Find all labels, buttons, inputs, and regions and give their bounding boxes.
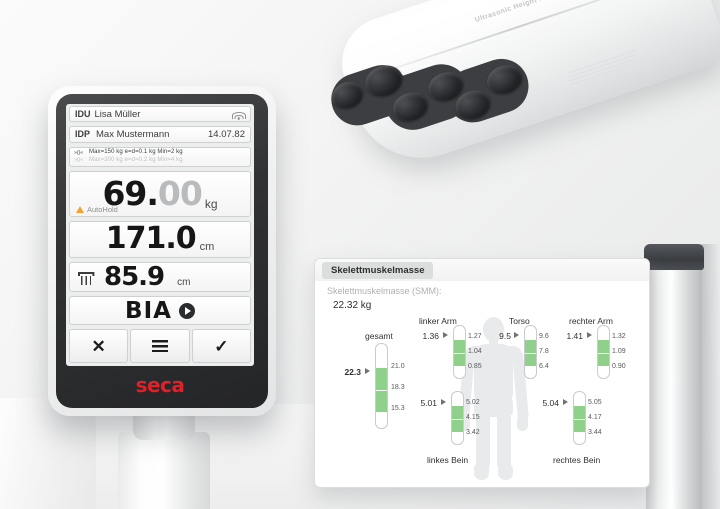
gauge-rechtes-bein-bar [573,391,586,445]
capacity-line-inactive: Max=300 kg e=d=0.2 kg Min=4 kg [88,157,183,164]
gauge-gesamt-ticks: 21.0 18.3 15.3 [391,363,405,412]
waist-readout[interactable]: 85.9 cm [69,261,251,293]
autohold-label: AutoHold [87,204,118,214]
gauge-gesamt-marker [365,368,370,374]
gauge-rechter-arm-bar [597,325,610,379]
capacity-spec-lines: Max=150 kg e=d=0.1 kg Min=2 kg Max=300 k… [89,149,183,164]
gauge-gesamt-value: 22.3 [344,367,361,377]
idp-tag: IDP [75,129,91,140]
waist-unit: cm [177,277,191,289]
skeletal-muscle-mass-panel[interactable]: Skelettmuskelmasse Skelettmuskelmasse (S… [314,258,650,488]
rod-shadow [700,244,720,509]
smm-total-value: 22.32 kg [333,300,372,311]
gauge-rechtes-bein-title: rechtes Bein [553,455,601,465]
gauge-torso-bar [524,325,537,379]
gauge-rechter-arm-value: 1.41 [566,331,583,341]
measuring-rod-column [646,258,702,509]
patient-row-idp[interactable]: IDP Max Mustermann 14.07.82 [69,126,251,143]
weight-value: 69.00 [102,174,202,214]
ultrasonic-height-measurement-device: Ultrasonic Height Measurement [324,0,720,254]
seca-logo: seca [135,373,185,397]
capacity-range-icon: »()« »()« [74,150,83,164]
screen-button-row: ✕ ✓ [69,329,251,363]
gauge-rechter-arm-ticks: 1.32 1.09 0.90 [612,333,626,370]
weight-unit: kg [204,196,218,211]
gauge-torso-marker [514,332,519,338]
gauge-linker-arm-marker [443,332,448,338]
idp-dob: 14.07.82 [208,128,245,140]
gauge-linker-arm-title: linker Arm [419,316,457,326]
tab-skelettmuskelmasse[interactable]: Skelettmuskelmasse [322,262,434,279]
idu-name: Lisa Müller [94,108,141,120]
user-row-idu[interactable]: IDU Lisa Müller [69,106,251,123]
menu-icon [151,340,168,352]
gauge-rechtes-bein-ticks: 5.05 4.17 3.44 [588,399,602,436]
autohold-indicator: AutoHold [76,205,118,214]
brand-logo-band: seca [66,370,254,400]
gauge-gesamt-bar [375,343,388,429]
gauge-torso-title: Torso [509,316,530,326]
warning-triangle-icon [76,205,84,213]
seca-touchscreen[interactable]: IDU Lisa Müller IDP Max Mustermann 14.07… [66,104,254,366]
weight-readout[interactable]: 69.00 kg AutoHold [69,170,251,217]
idu-tag: IDU [75,109,91,120]
gauge-rechter-arm-marker [587,332,592,338]
height-value: 171.0 [105,221,197,257]
confirm-button[interactable]: ✓ [191,329,251,363]
bia-label: BIA [125,297,172,324]
scale-specification-row: »()« »()« Max=150 kg e=d=0.1 kg Min=2 kg… [69,146,251,167]
capacity-line-active: Max=150 kg e=d=0.1 kg Min=2 kg [88,149,183,156]
gauge-linker-arm-value: 1.36 [422,331,439,341]
body-silhouette [456,315,530,481]
gauge-torso-value: 9.5 [499,331,511,341]
waist-circumference-icon [78,269,94,285]
measuring-rod-cap [644,244,704,270]
gauge-linker-arm-ticks: 1.27 1.04 0.85 [468,333,482,370]
scale-column [118,432,210,509]
gauge-linkes-bein-bar [451,391,464,445]
bia-start-button[interactable]: BIA [69,296,251,325]
height-readout[interactable]: 171.0 cm [69,220,251,258]
waist-value: 85.9 [104,261,165,292]
body-composition-diagram: gesamt 22.3 21.0 18.3 15.3 linker Arm 1.… [315,315,649,487]
close-icon: ✕ [91,336,106,356]
gauge-linkes-bein-ticks: 5.02 4.15 3.42 [466,399,480,436]
gauge-gesamt-title: gesamt [365,331,393,341]
gauge-linkes-bein-marker [441,399,446,405]
gauge-rechter-arm-title: rechter Arm [569,316,613,326]
smm-subtitle: Skelettmuskelmasse (SMM): [327,286,442,296]
play-icon [178,302,195,319]
gauge-linker-arm-bar [453,325,466,379]
menu-button[interactable] [130,329,190,363]
cancel-button[interactable]: ✕ [69,329,129,363]
background-wall [0,398,96,509]
idp-name: Max Mustermann [96,128,170,140]
gauge-linkes-bein-value: 5.01 [420,398,437,408]
wifi-icon [231,109,246,120]
gauge-linkes-bein-title: linkes Bein [427,455,469,465]
gauge-rechtes-bein-value: 5.04 [542,398,559,408]
height-unit: cm [199,240,215,253]
usm-vent-grille [569,49,636,89]
gauge-torso-ticks: 9.6 7.8 6.4 [539,333,549,370]
check-icon: ✓ [214,336,229,356]
gauge-rechtes-bein-marker [563,399,568,405]
